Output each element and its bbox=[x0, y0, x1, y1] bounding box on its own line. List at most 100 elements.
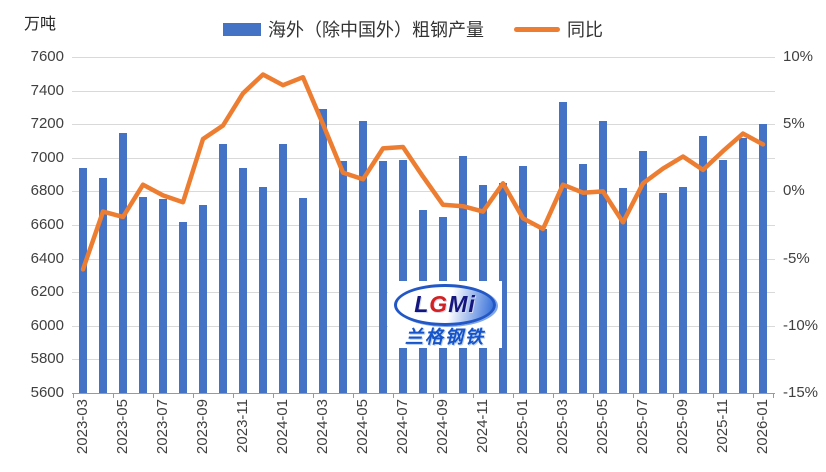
x-axis-tick bbox=[473, 394, 474, 398]
gridline bbox=[72, 90, 775, 92]
chart-legend: 海外（除中国外）粗钢产量 同比 bbox=[0, 16, 826, 42]
right-axis-label--15: -15% bbox=[783, 384, 819, 401]
left-axis-label-7600: 7600 bbox=[30, 48, 64, 65]
line-series-swatch bbox=[514, 26, 560, 32]
right-axis-label--10: -10% bbox=[783, 316, 819, 334]
left-axis-label-7000: 7000 bbox=[30, 148, 64, 166]
bar-2023-03 bbox=[79, 167, 87, 393]
lgmi-watermark-logo: LGMi 兰格钢铁 bbox=[388, 281, 502, 348]
left-axis-label-6000: 6000 bbox=[30, 316, 64, 334]
bar-2023-06 bbox=[139, 197, 147, 393]
x-axis-label-2024-03: 2024-03 bbox=[314, 399, 331, 455]
bar-2023-11 bbox=[239, 167, 247, 393]
bar-2024-07 bbox=[399, 160, 407, 393]
x-axis-tick bbox=[313, 394, 314, 398]
x-axis-tick bbox=[433, 394, 434, 398]
x-axis-tick bbox=[713, 394, 714, 398]
x-axis-label-2026-01: 2026-01 bbox=[754, 399, 771, 455]
x-axis-label-2025-03: 2025-03 bbox=[554, 399, 571, 455]
bar-2025-01 bbox=[519, 166, 527, 393]
x-axis-tick bbox=[73, 394, 74, 398]
bar-2025-08 bbox=[659, 193, 667, 393]
langge-steel-name: 兰格钢铁 bbox=[405, 326, 485, 347]
x-axis-label-2025-01: 2025-01 bbox=[514, 399, 531, 455]
bar-2023-04 bbox=[99, 178, 107, 393]
x-axis-tick bbox=[233, 394, 234, 398]
x-axis-label-2024-01: 2024-01 bbox=[274, 399, 291, 455]
x-axis-label-2025-09: 2025-09 bbox=[674, 399, 691, 455]
bar-2024-10 bbox=[459, 156, 467, 393]
x-axis-label-2024-05: 2024-05 bbox=[354, 399, 371, 455]
lgmi-logo-oval: LGMi bbox=[394, 283, 496, 326]
bar-2024-06 bbox=[379, 161, 387, 393]
x-axis-tick bbox=[513, 394, 514, 398]
x-axis-tick bbox=[633, 394, 634, 398]
bar-2025-11 bbox=[719, 159, 727, 393]
bar-2025-06 bbox=[619, 188, 627, 393]
x-axis-tick bbox=[773, 394, 774, 398]
x-axis-line bbox=[72, 393, 775, 394]
bar-2023-09 bbox=[199, 204, 207, 393]
legend-item-yoy: 同比 bbox=[514, 16, 603, 42]
left-axis-label-6200: 6200 bbox=[30, 283, 64, 301]
x-axis-label-2023-05: 2023-05 bbox=[114, 399, 131, 455]
x-axis-tick bbox=[193, 394, 194, 398]
gridline bbox=[72, 191, 775, 193]
x-axis-tick bbox=[673, 394, 674, 398]
right-axis-label-0: 0% bbox=[783, 182, 805, 200]
bar-2025-09 bbox=[679, 187, 687, 393]
left-axis-label-6600: 6600 bbox=[30, 216, 64, 233]
bar-2025-10 bbox=[699, 136, 707, 393]
legend-bar-label: 海外（除中国外）粗钢产量 bbox=[268, 20, 484, 40]
left-axis-label-7400: 7400 bbox=[30, 81, 64, 99]
bar-2024-03 bbox=[319, 109, 327, 393]
x-axis-label-2025-11: 2025-11 bbox=[714, 399, 731, 453]
x-axis-tick bbox=[353, 394, 354, 398]
legend-item-production: 海外（除中国外）粗钢产量 bbox=[223, 16, 484, 42]
x-axis-tick bbox=[113, 394, 114, 398]
bar-2023-10 bbox=[219, 144, 227, 393]
right-axis-label--5: -5% bbox=[783, 249, 810, 267]
bar-2025-12 bbox=[739, 137, 747, 393]
bar-2024-05 bbox=[359, 120, 367, 393]
bar-2025-04 bbox=[579, 163, 587, 393]
x-axis-label-2024-11: 2024-11 bbox=[474, 399, 491, 453]
x-axis-label-2023-07: 2023-07 bbox=[154, 399, 171, 455]
bar-2023-08 bbox=[179, 221, 187, 393]
x-axis-tick bbox=[153, 394, 154, 398]
yoy-line-series bbox=[80, 72, 766, 272]
left-axis-label-6800: 6800 bbox=[30, 182, 64, 200]
gridline bbox=[72, 124, 775, 126]
bar-2023-05 bbox=[119, 132, 127, 393]
x-axis-tick bbox=[273, 394, 274, 398]
bar-2024-01 bbox=[279, 143, 287, 393]
x-axis-tick bbox=[393, 394, 394, 398]
x-axis-label-2023-11: 2023-11 bbox=[234, 399, 251, 453]
lgmi-logo-text: LGMi bbox=[414, 291, 476, 317]
bar-2025-07 bbox=[639, 151, 647, 393]
bar-2025-02 bbox=[539, 229, 547, 393]
bar-series-swatch bbox=[223, 22, 261, 36]
x-axis-tick bbox=[753, 394, 754, 398]
x-axis-label-2025-07: 2025-07 bbox=[634, 399, 651, 455]
x-axis-label-2025-05: 2025-05 bbox=[594, 399, 611, 455]
bar-2024-12 bbox=[499, 183, 507, 393]
left-axis-label-6400: 6400 bbox=[30, 249, 64, 267]
gridline bbox=[72, 157, 775, 159]
yoy-line-path bbox=[80, 72, 766, 272]
gridline bbox=[72, 57, 775, 58]
x-axis-label-2023-03: 2023-03 bbox=[74, 399, 91, 455]
right-axis-label-10: 10% bbox=[783, 48, 814, 65]
bar-2025-05 bbox=[599, 120, 607, 393]
x-axis-tick bbox=[553, 394, 554, 398]
bar-2024-02 bbox=[299, 198, 307, 393]
x-axis-tick bbox=[593, 394, 594, 398]
right-axis-label-5: 5% bbox=[783, 115, 805, 133]
x-axis-label-2024-09: 2024-09 bbox=[434, 399, 451, 455]
left-axis-unit-label: 万吨 bbox=[24, 16, 57, 33]
bar-2023-07 bbox=[159, 199, 167, 393]
x-axis-label-2023-09: 2023-09 bbox=[194, 399, 211, 455]
bar-2023-12 bbox=[259, 187, 267, 393]
legend-line-label: 同比 bbox=[567, 20, 603, 40]
